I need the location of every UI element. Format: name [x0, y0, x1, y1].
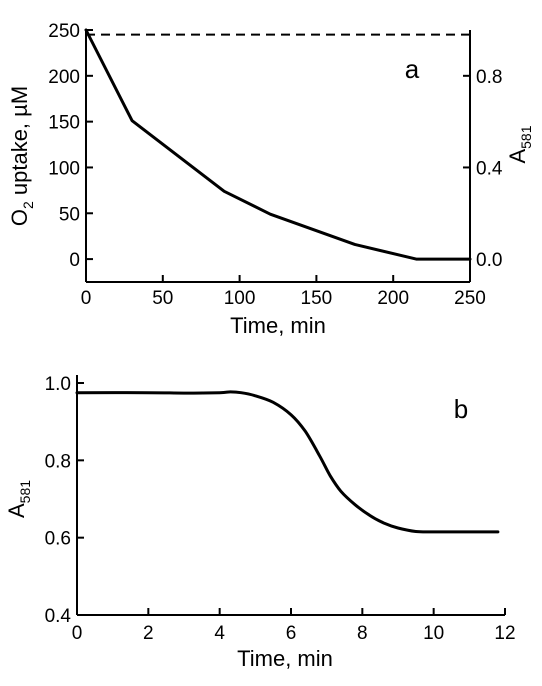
- panel-label-b: b: [454, 394, 468, 424]
- right-y-tick-label: 0.0: [476, 250, 502, 271]
- x-tick-label: 8: [357, 623, 368, 644]
- x-tick-label: 150: [301, 288, 333, 309]
- x-tick-label: 6: [286, 623, 297, 644]
- x-tick-label: 250: [454, 288, 486, 309]
- y-tick-label: 0.4: [45, 606, 72, 627]
- y-tick-label: 0.6: [45, 529, 71, 550]
- y-axis-title: A581: [4, 480, 33, 518]
- x-tick-label: 4: [214, 623, 225, 644]
- panel-a: 0 50 100 150 200 250 0 50 100 150 200 250 0.0 0.4 0.8 T…: [7, 21, 534, 338]
- x-tick-label: 2: [143, 623, 154, 644]
- x-tick-label: 12: [494, 623, 515, 644]
- x-tick-label: 0: [72, 623, 83, 644]
- y-tick-label: 0.8: [45, 451, 71, 472]
- left-y-tick-label: 200: [48, 67, 80, 88]
- x-tick-label: 0: [81, 288, 92, 309]
- left-y-tick-label: 250: [48, 21, 80, 42]
- panel-b: 0 2 4 6 8 10 12 0.4 0.6 0.8 1.0 Time, min A581 b: [4, 374, 516, 671]
- right-y-tick-label: 0.8: [476, 67, 502, 88]
- x-tick-label: 50: [152, 288, 173, 309]
- y-tick-label: 1.0: [45, 374, 71, 395]
- panel-label-a: a: [405, 54, 420, 84]
- right-y-tick-label: 0.4: [476, 158, 503, 179]
- left-y-tick-label: 50: [59, 204, 80, 225]
- x-tick-label: 100: [224, 288, 256, 309]
- left-y-tick-label: 100: [48, 158, 80, 179]
- x-tick-label: 10: [423, 623, 444, 644]
- absorbance-curve: [75, 390, 500, 534]
- x-tick-label: 200: [377, 288, 409, 309]
- left-y-tick-label: 0: [69, 250, 80, 271]
- x-axis-title: Time, min: [237, 646, 333, 671]
- x-axis-title: Time, min: [230, 313, 326, 338]
- left-y-axis-title: O2 uptake, µM: [7, 86, 36, 226]
- left-y-tick-label: 150: [48, 113, 80, 134]
- o2-uptake-line: [84, 28, 472, 261]
- right-y-axis-title: A581: [505, 125, 534, 163]
